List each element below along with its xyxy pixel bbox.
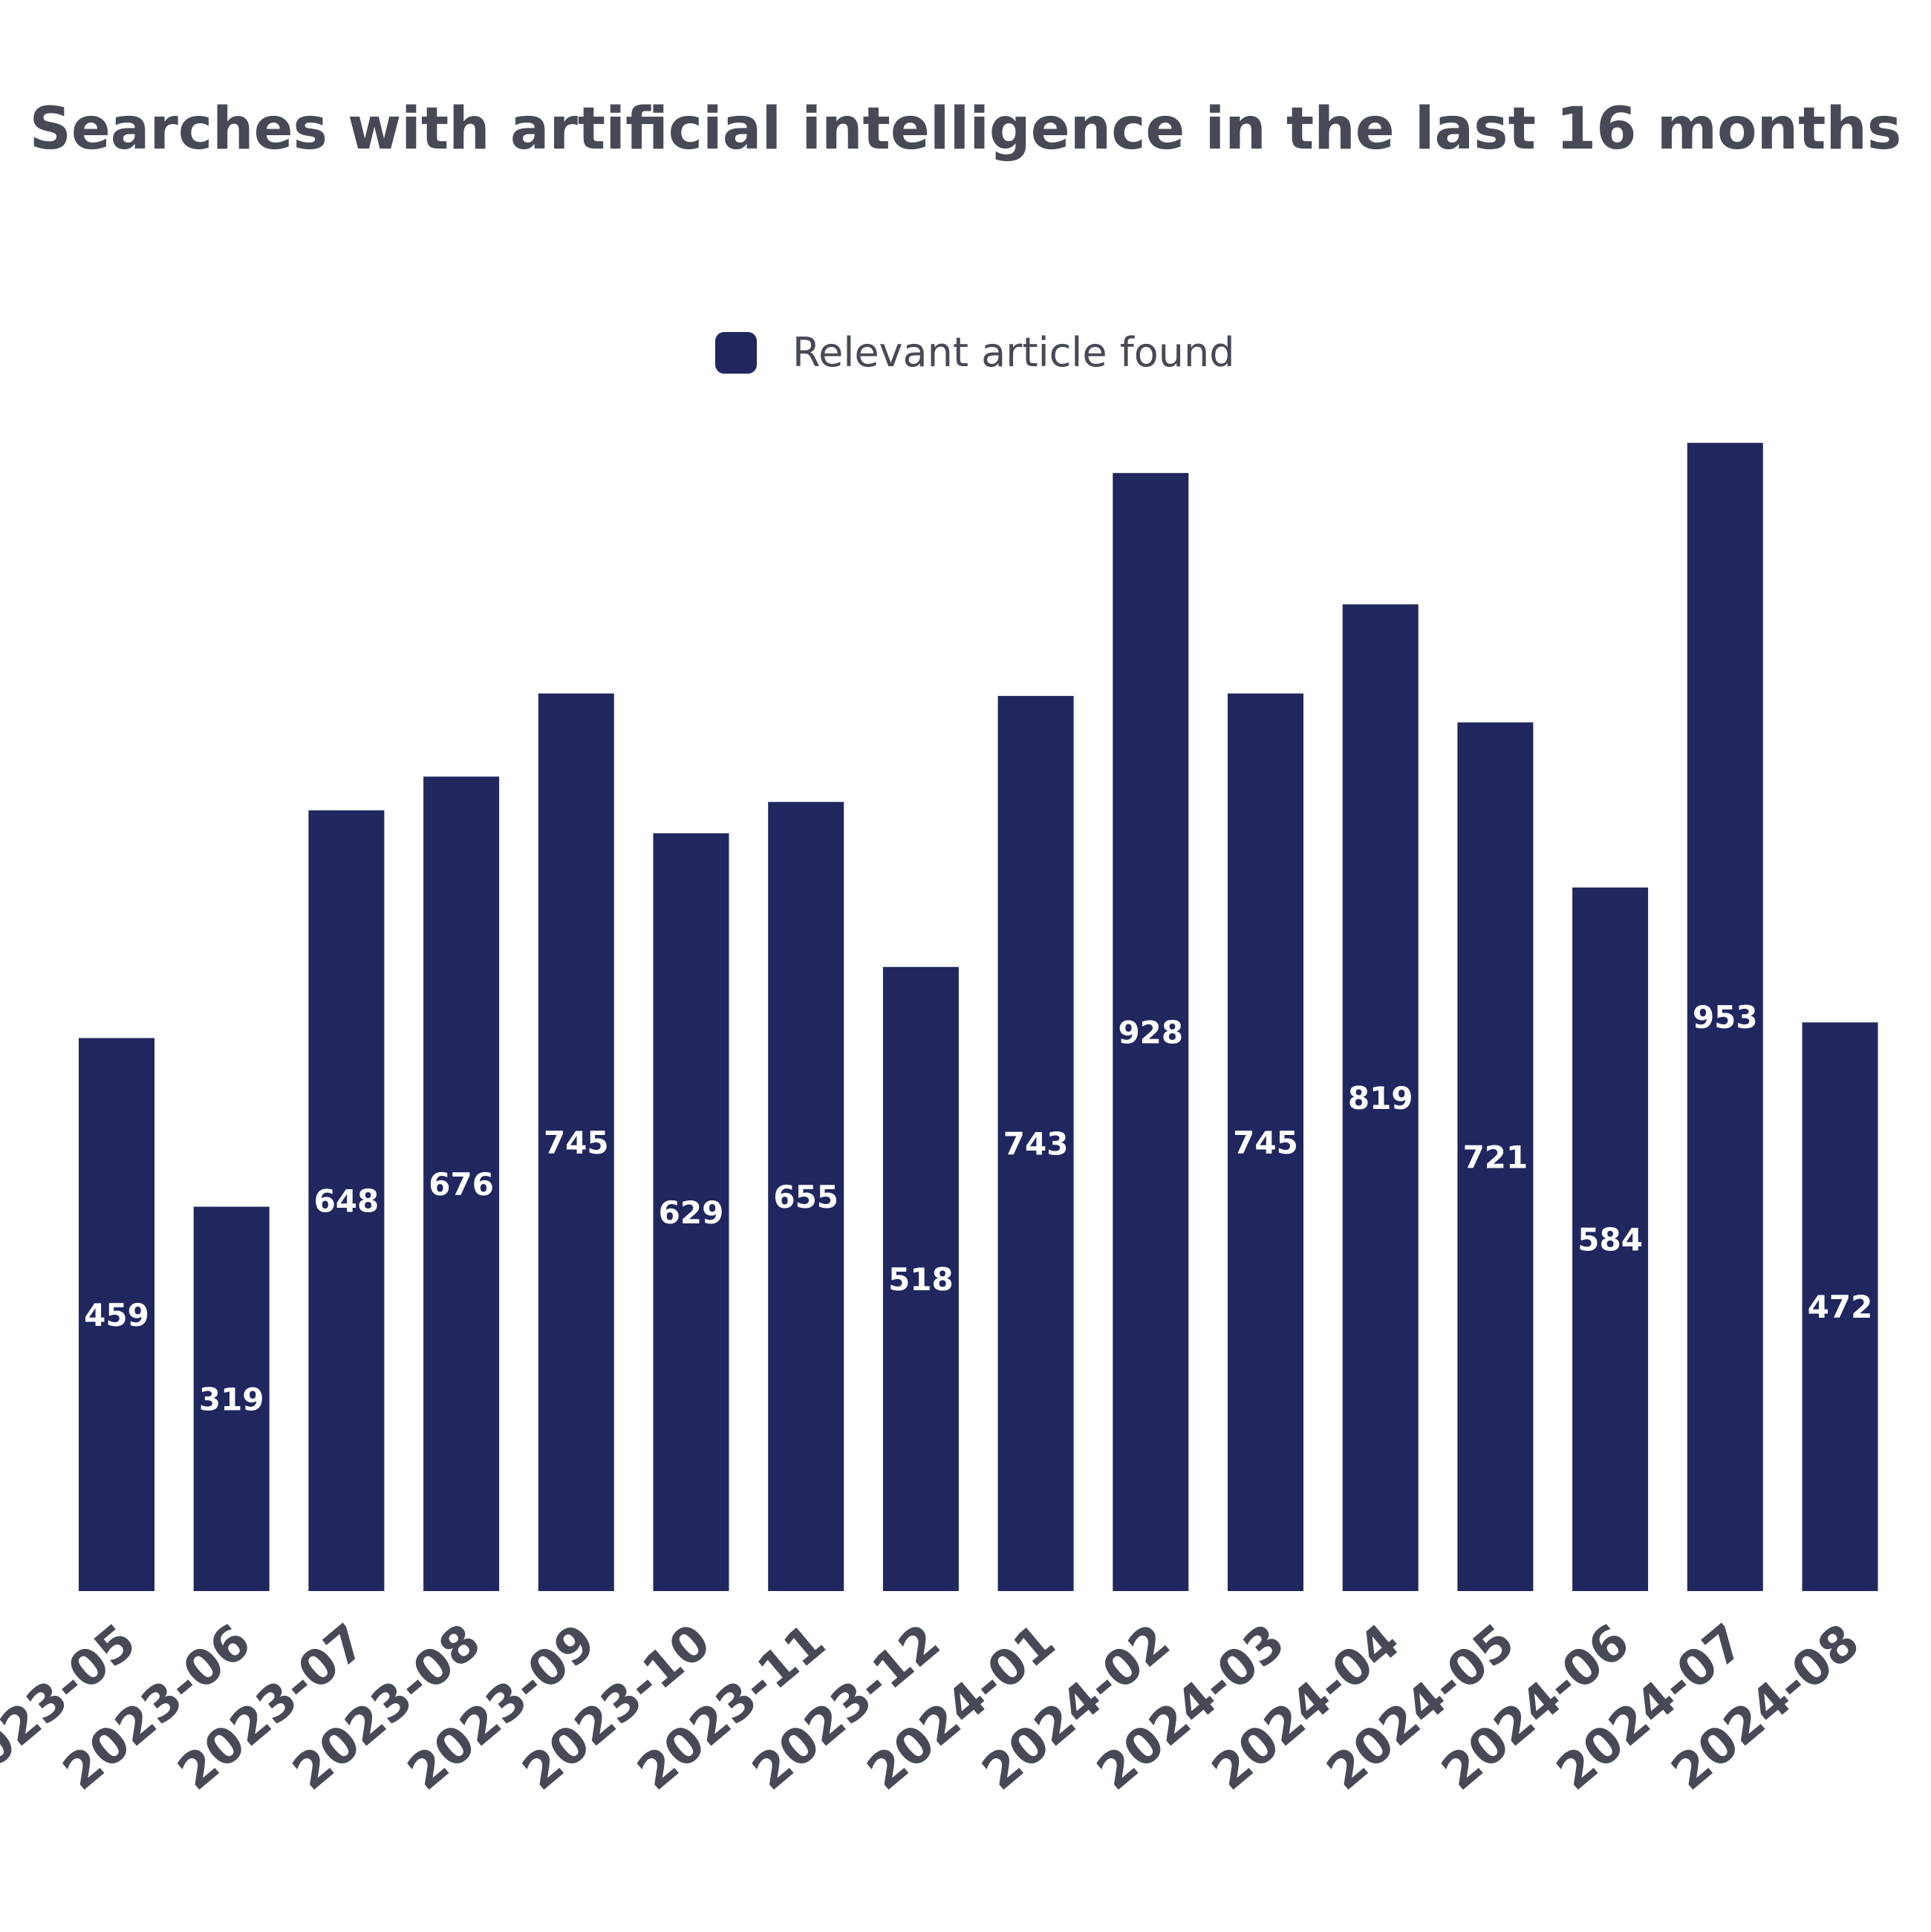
- bar-labels-group: 459 319 648 676 745 629 655 518 743 928 745 819 721 5…: [84, 999, 1872, 1417]
- bar-2023-10[interactable]: [653, 833, 729, 1591]
- bar-2023-09[interactable]: [538, 693, 614, 1591]
- bar-2023-06[interactable]: [193, 1206, 270, 1591]
- bar-value-label: 745: [1233, 1125, 1298, 1161]
- chart-title: Searches with artificial intelligence in…: [30, 96, 1902, 163]
- bar-value-label: 518: [888, 1261, 954, 1298]
- bar-2024-06[interactable]: [1572, 887, 1649, 1591]
- legend-label: Relevant article found: [792, 329, 1234, 376]
- bar-2024-01[interactable]: [997, 695, 1074, 1591]
- bar-value-label: 745: [544, 1125, 609, 1161]
- bar-value-label: 319: [199, 1381, 264, 1417]
- bar-value-label: 721: [1463, 1139, 1528, 1175]
- bar-value-label: 655: [773, 1179, 838, 1215]
- bar-2024-08[interactable]: [1802, 1022, 1878, 1591]
- bar-2024-07[interactable]: [1687, 443, 1763, 1592]
- bar-value-label: 819: [1348, 1080, 1413, 1116]
- bar-2024-04[interactable]: [1342, 604, 1419, 1591]
- bar-2024-05[interactable]: [1457, 722, 1534, 1592]
- legend-swatch: [715, 332, 757, 374]
- bar-2023-05[interactable]: [79, 1038, 154, 1592]
- x-axis-tick-labels: 2023-052023-062023-072023-082023-092023-…: [0, 1613, 1870, 1801]
- bar-value-label: 584: [1577, 1221, 1643, 1258]
- bar-value-label: 648: [314, 1183, 380, 1220]
- legend: Relevant article found: [715, 329, 1234, 376]
- bar-2024-02[interactable]: [1113, 472, 1189, 1591]
- bar-value-label: 953: [1693, 999, 1758, 1035]
- bar-value-label: 743: [1003, 1125, 1069, 1162]
- bar-value-label: 928: [1118, 1014, 1183, 1050]
- bar-2023-08[interactable]: [423, 776, 500, 1592]
- bar-value-label: 472: [1808, 1289, 1873, 1325]
- bar-2023-07[interactable]: [308, 810, 385, 1591]
- bar-2023-12[interactable]: [882, 966, 959, 1591]
- bar-value-label: 629: [659, 1194, 724, 1231]
- bar-value-label: 459: [84, 1297, 149, 1333]
- bar-2023-11[interactable]: [768, 801, 844, 1591]
- bar-2024-03[interactable]: [1228, 693, 1303, 1591]
- bar-value-label: 676: [429, 1166, 494, 1203]
- bars-group: [79, 443, 1878, 1592]
